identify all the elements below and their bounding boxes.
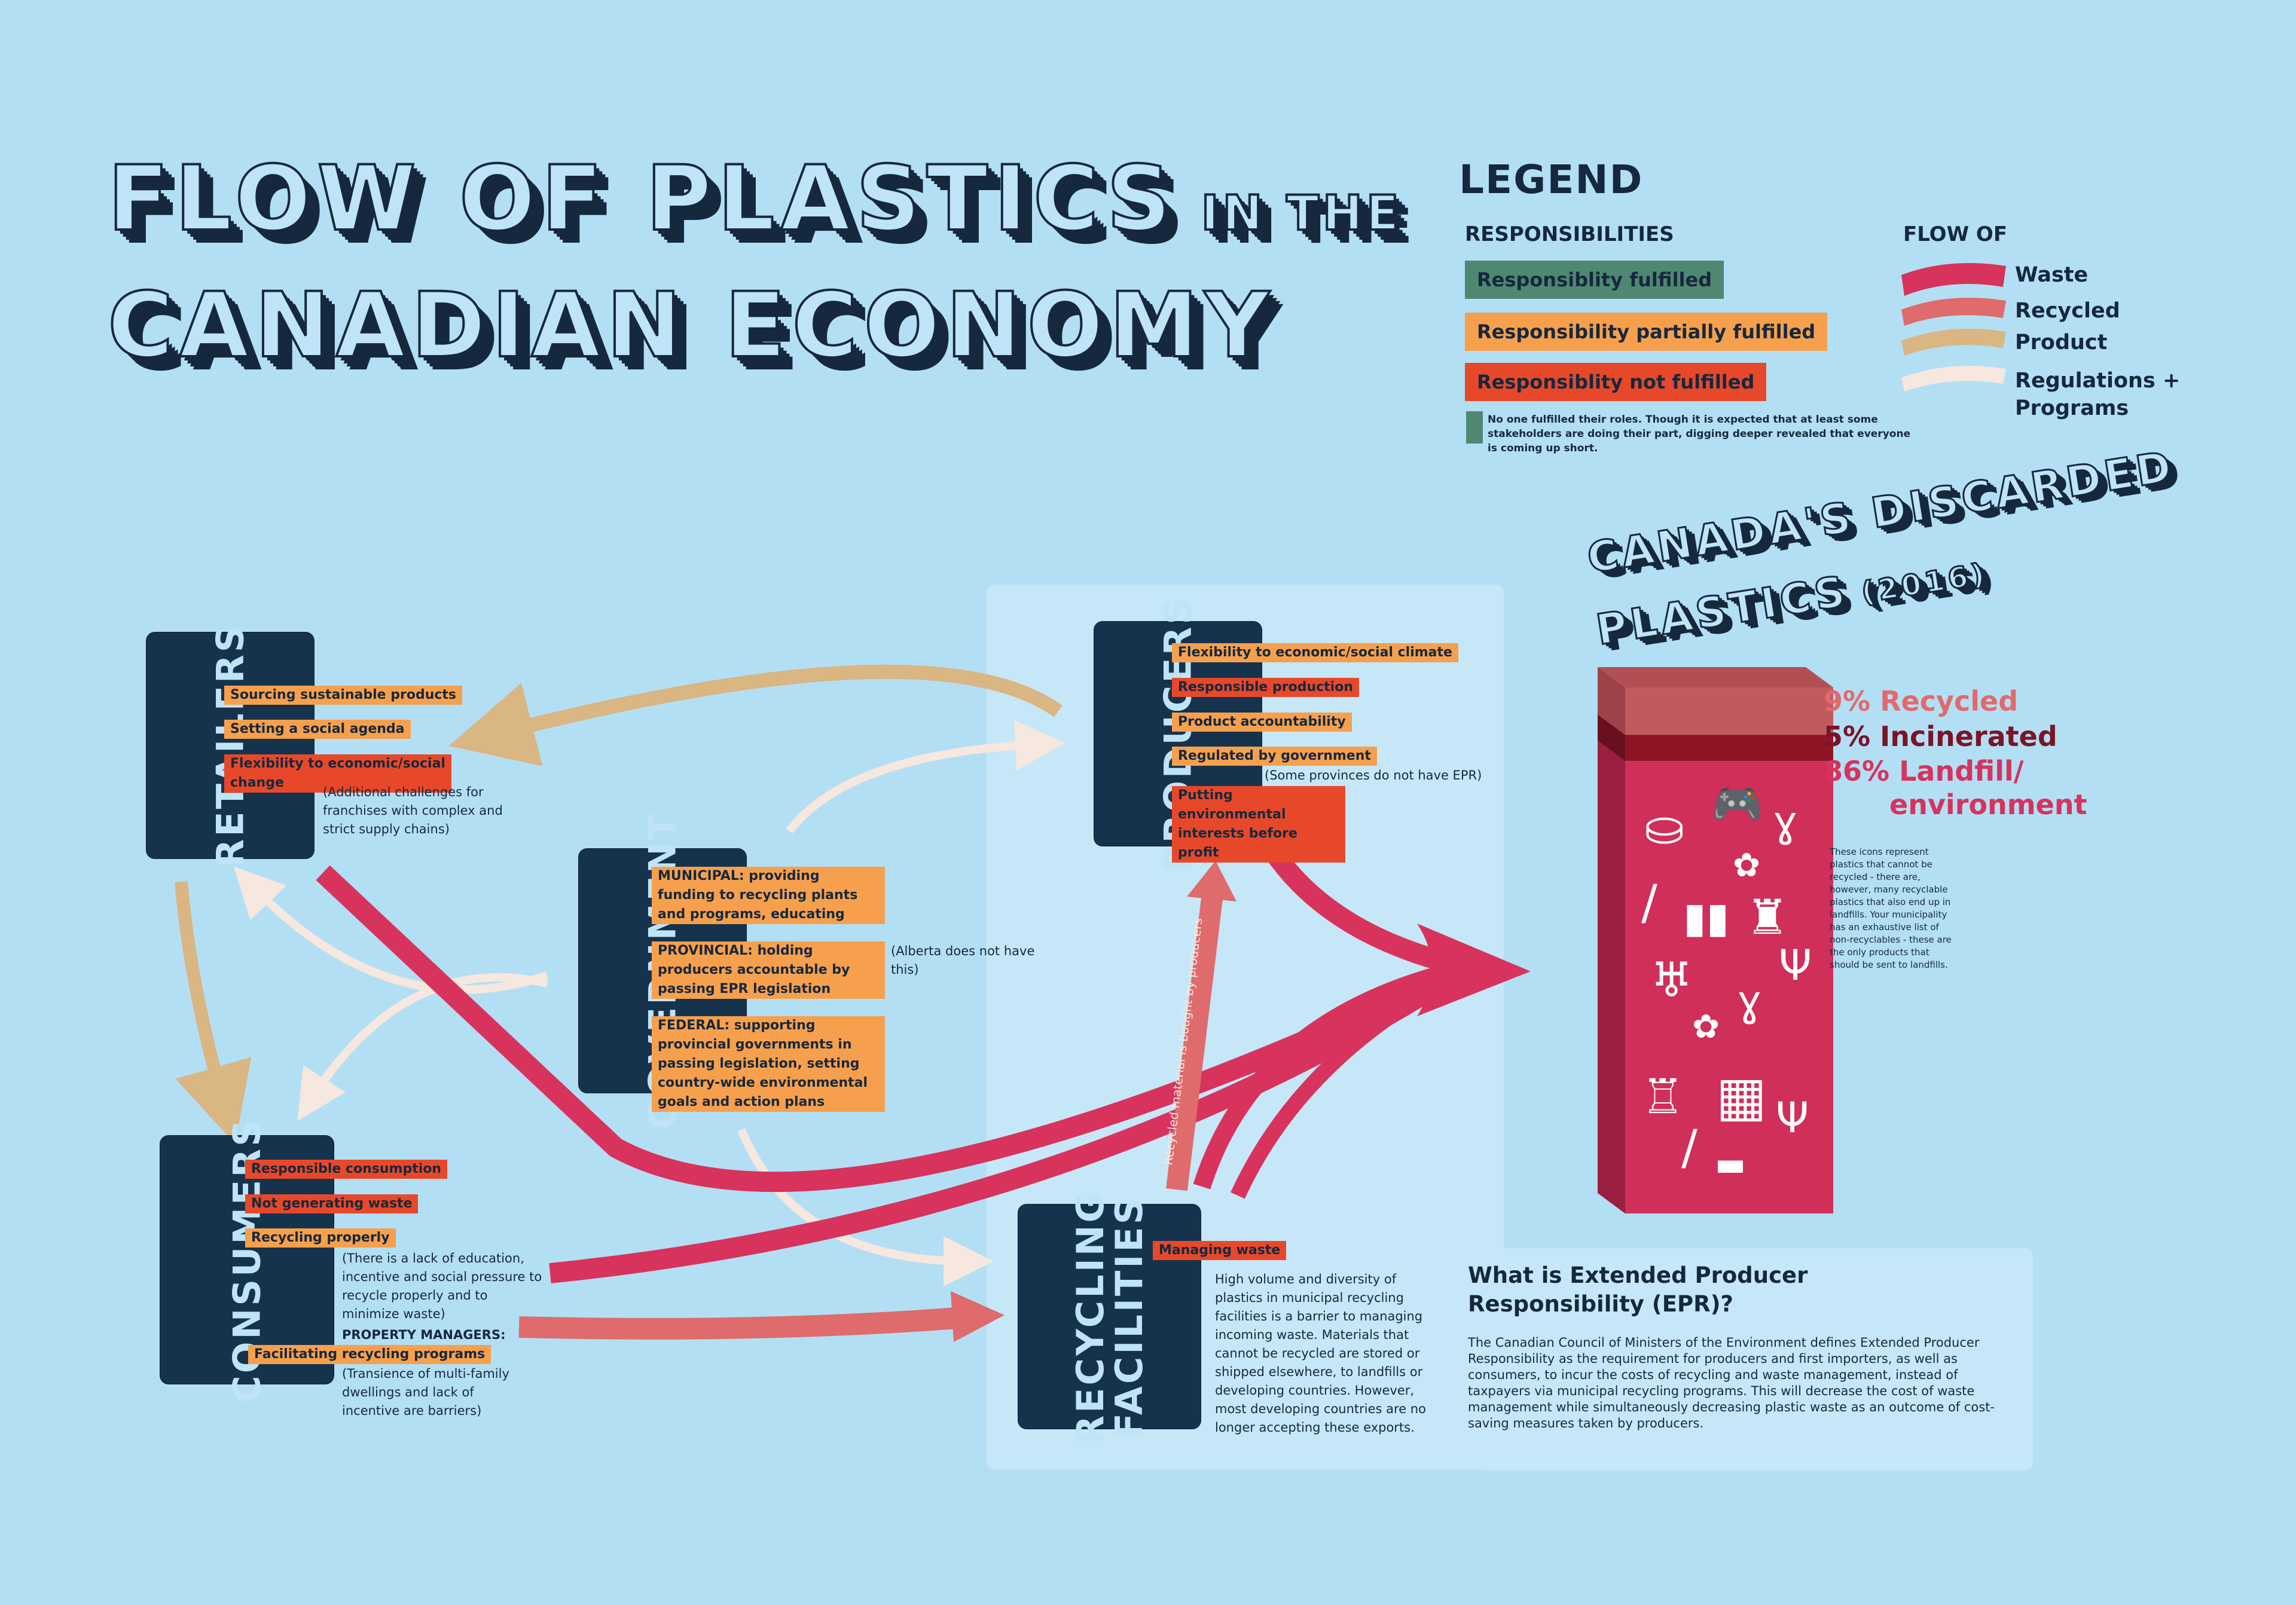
epr-body: The Canadian Council of Ministers of the…: [1468, 1335, 1995, 1430]
bottle-icon: ♜: [1746, 889, 1789, 945]
legend-fulfilled: Responsiblity fulfilled: [1465, 261, 1724, 299]
discarded-landfill-pct: 86% Landfill/environment: [1824, 755, 2087, 821]
spoon-icon: ɣ: [1737, 977, 1762, 1026]
property-managers-item: Facilitating recycling programs: [248, 1345, 491, 1364]
responsibilities-heading: RESPONSIBILITIES: [1465, 222, 1674, 246]
property-managers-note: (Transience of multi-family dwellings an…: [342, 1366, 509, 1418]
legend-partially: Responsibility partially fulfilled: [1465, 313, 1828, 351]
pump-bottle-icon: ♖: [1641, 1069, 1684, 1124]
page-title-line2: CANADIAN ECONOMY: [106, 274, 1275, 378]
fork-icon: Ψ: [1779, 941, 1812, 990]
waste-arrow-retailers-landfill: [316, 865, 1470, 1193]
bar-segment-landfill-environment-front: [1625, 761, 1833, 1213]
legend-heading: LEGEND: [1459, 157, 1644, 203]
flow-of-heading: FLOW OF: [1903, 222, 2008, 246]
waste-arrow-consumers-landfill: [549, 959, 1471, 1283]
consumers-note: (There is a lack of education, incentive…: [342, 1251, 542, 1321]
epr-question: What is Extended Producer Responsibility…: [1468, 1262, 1808, 1317]
government-provincial-note: (Alberta does not have this): [891, 944, 1035, 977]
recycling-item: Managing waste: [1153, 1241, 1287, 1260]
property-managers-heading: PROPERTY MANAGERS:: [342, 1328, 506, 1342]
retailers-box: RETAILERS: [146, 623, 314, 867]
bar-segment-incinerated-side: [1598, 714, 1625, 762]
reg-arrow-gov-retailers: [233, 866, 549, 994]
producers-item-4: Regulated by government: [1172, 747, 1377, 766]
bar-segment-landfill-environment-side: [1598, 741, 1625, 1213]
recycled-arrow-consumers-recycling: [518, 1307, 958, 1340]
bar-top-face: [1598, 667, 1833, 687]
candy-icon: ✿: [1733, 846, 1761, 884]
product-arrow-retailers-consumers: [175, 881, 252, 1144]
government-federal: FEDERAL: supporting provincial governmen…: [652, 1016, 885, 1112]
page-title-line1: FLOW OF PLASTICS IN THE: [106, 147, 1403, 251]
cup-icon: ♅: [1650, 952, 1693, 1008]
consumers-item-2: Not generating waste: [245, 1194, 419, 1213]
container-icon: ▬: [1715, 1145, 1746, 1183]
waste-arrowhead: [1417, 924, 1531, 1016]
legend-recycled: Recycled: [2015, 299, 2120, 323]
waste-arrow-recycling2-landfill: [1231, 961, 1474, 1199]
discarded-incinerated-pct: 5% Incinerated: [1824, 720, 2057, 753]
waste-swatch: [1901, 263, 2006, 296]
spoon-icon: ɣ: [1773, 797, 1798, 846]
legend-note-swatch: [1466, 411, 1483, 444]
regulations-swatch: [1901, 366, 2006, 392]
consumers-item-1: Responsible consumption: [245, 1160, 448, 1179]
recycled-arrow-recycling-producers: [1166, 892, 1223, 1191]
consumers-item-3: Recycling properly: [245, 1228, 396, 1248]
recycled-swatch: [1901, 298, 2006, 326]
producers-item-2: Responsible production: [1172, 678, 1359, 697]
retailers-note: (Additional challenges for franchises wi…: [323, 785, 503, 836]
discarded-recycled-pct: 9% Recycled: [1824, 685, 2019, 717]
tubes-icon: ▮▮: [1683, 893, 1730, 942]
recycled-arrowhead-consumers: [951, 1291, 1004, 1342]
retailers-item-1: Sourcing sustainable products: [224, 686, 463, 705]
legend-note: No one fulfilled their roles. Though it …: [1488, 414, 1911, 454]
legend-not-fulfilled: Responsiblity not fulfilled: [1465, 363, 1767, 401]
reg-arrow-gov-consumers: [297, 973, 548, 1121]
producers-note: (Some provinces do not have EPR): [1265, 768, 1482, 782]
fork-icon: Ψ: [1776, 1093, 1809, 1142]
retailers-item-2: Setting a social agenda: [224, 720, 411, 739]
candy-icon: ✿: [1692, 1007, 1720, 1045]
game-controller-icon: 🎮: [1711, 779, 1764, 829]
government-provincial: PROVINCIAL: holding producers accountabl…: [652, 941, 885, 999]
reg-arrow-gov-producers: [786, 720, 1065, 834]
producers-item-3: Product accountability: [1172, 713, 1352, 732]
recycled-arrowhead-producers: [1187, 861, 1236, 901]
retailers-item-3: Flexibility to economic/social change: [224, 754, 451, 793]
bar-segment-incinerated-front: [1625, 735, 1833, 762]
legend-waste: Waste: [2015, 263, 2089, 287]
trash-bag-icon: ⛀: [1644, 800, 1685, 855]
epr-panel: [1477, 1248, 2033, 1471]
knife-icon: ∕: [1681, 1120, 1697, 1175]
government-municipal: MUNICIPAL: providing funding to recyclin…: [652, 867, 885, 924]
legend-regulations: Regulations + Programs: [2015, 369, 2181, 420]
producers-item-5: Putting environmental interests before p…: [1172, 786, 1345, 863]
discarded-icons-note: These icons represent plastics that cann…: [1830, 846, 1952, 970]
waste-arrow-recycling-landfill: [1193, 959, 1467, 1190]
product-swatch: [1901, 329, 2006, 356]
bar-segment-recycled-side: [1598, 667, 1625, 735]
legend-product: Product: [2015, 331, 2108, 354]
recycling-note: High volume and diversity of plastics in…: [1215, 1272, 1426, 1435]
product-arrow-producers-retailers: [448, 664, 1062, 766]
producers-item-1: Flexibility to economic/social climate: [1172, 643, 1458, 662]
knife-icon: ∕: [1641, 875, 1657, 930]
chip-bag-icon: ▦: [1716, 1065, 1767, 1128]
bar-segment-recycled-front: [1625, 687, 1833, 735]
